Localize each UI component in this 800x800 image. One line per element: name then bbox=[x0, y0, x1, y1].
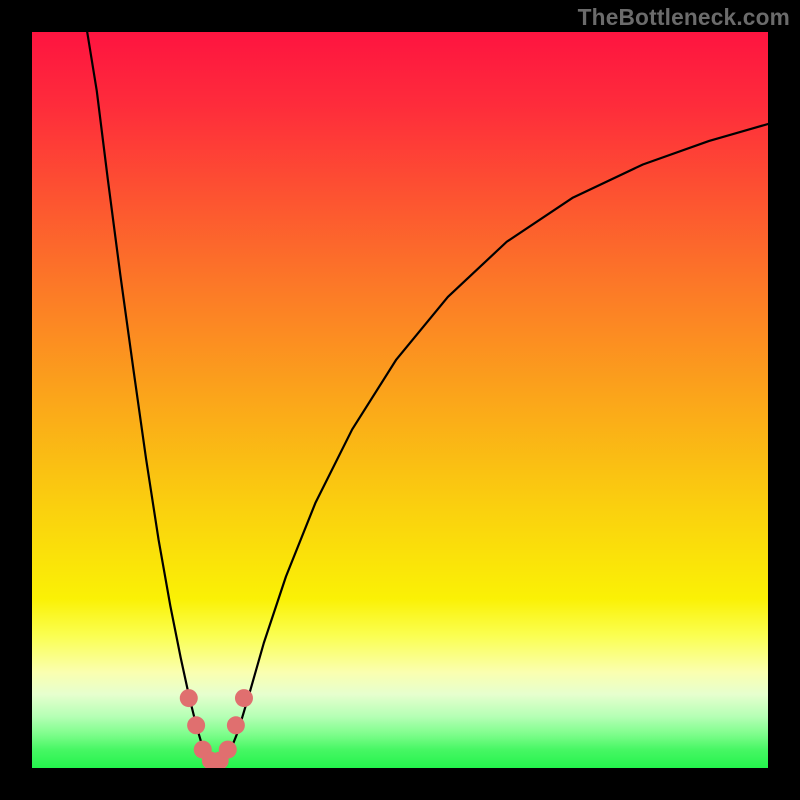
data-point bbox=[235, 689, 253, 707]
plot-background bbox=[32, 32, 768, 768]
data-point bbox=[227, 716, 245, 734]
watermark-label: TheBottleneck.com bbox=[578, 4, 790, 31]
data-point bbox=[219, 741, 237, 759]
chart-svg bbox=[0, 0, 800, 800]
data-point bbox=[187, 716, 205, 734]
bottleneck-chart: TheBottleneck.com bbox=[0, 0, 800, 800]
data-point bbox=[180, 689, 198, 707]
